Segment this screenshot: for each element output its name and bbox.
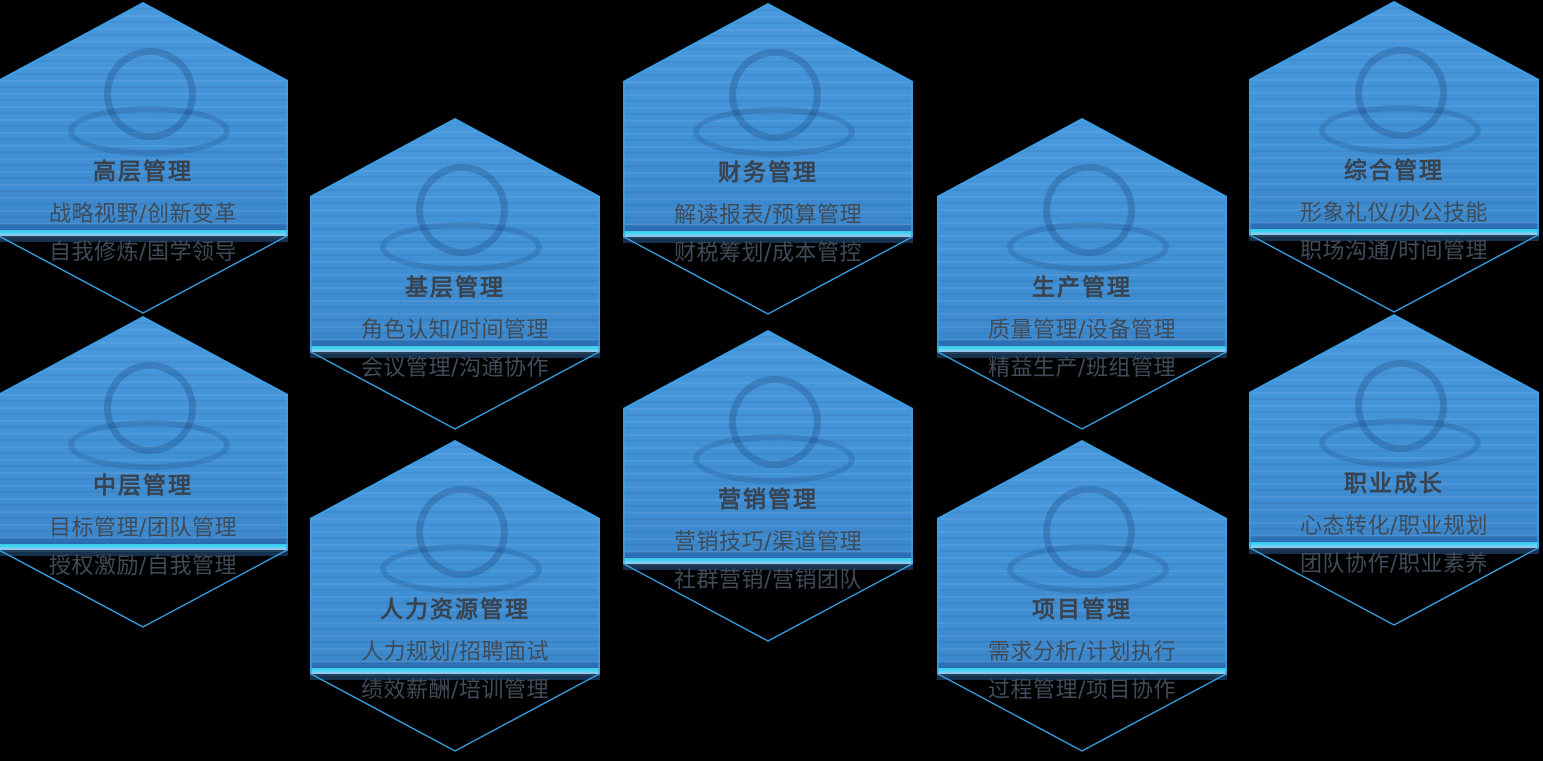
hexagon-subtitle-2: 团队协作/职业素养 xyxy=(1300,552,1488,577)
hexagon-subtitle-2: 过程管理/项目协作 xyxy=(988,678,1176,703)
hexagon-outline xyxy=(1249,1,1539,313)
hexagon-frontline-management[interactable]: 基层管理 角色认知/时间管理 会议管理/沟通协作 xyxy=(310,118,600,430)
hexagon-title: 财务管理 xyxy=(718,160,818,186)
hexagon-outline xyxy=(937,118,1227,430)
hexagon-outline xyxy=(623,3,913,315)
hexagon-subtitle-2: 财税筹划/成本管控 xyxy=(674,241,862,266)
hexagon-outline xyxy=(310,118,600,430)
watermark-icon-base xyxy=(1007,544,1169,594)
hexagon-title: 职业成长 xyxy=(1344,471,1444,497)
hexagon-subtitle-2: 会议管理/沟通协作 xyxy=(361,356,549,381)
hexagon-subtitle-2: 职场沟通/时间管理 xyxy=(1300,239,1488,264)
hexagon-career-growth[interactable]: 职业成长 心态转化/职业规划 团队协作/职业素养 xyxy=(1249,314,1539,626)
hexagon-subtitle-1: 角色认知/时间管理 xyxy=(361,318,549,343)
hexagon-general-management[interactable]: 综合管理 形象礼仪/办公技能 职场沟通/时间管理 xyxy=(1249,1,1539,313)
watermark-icon-base xyxy=(1319,418,1481,468)
hexagon-senior-management[interactable]: 高层管理 战略视野/创新变革 自我修炼/国学领导 xyxy=(0,2,288,314)
hexagon-middle-management[interactable]: 中层管理 目标管理/团队管理 授权激励/自我管理 xyxy=(0,316,288,628)
watermark-icon-base xyxy=(380,222,542,272)
hexagon-subtitle-2: 精益生产/班组管理 xyxy=(988,356,1176,381)
hexagon-subtitle-2: 自我修炼/国学领导 xyxy=(49,240,237,265)
watermark-icon-base xyxy=(693,434,855,484)
hexagon-title: 综合管理 xyxy=(1344,158,1444,184)
hexagon-project-management[interactable]: 项目管理 需求分析/计划执行 过程管理/项目协作 xyxy=(937,440,1227,752)
hexagon-title: 营销管理 xyxy=(718,487,818,513)
hexagon-subtitle-1: 解读报表/预算管理 xyxy=(674,203,862,228)
watermark-icon-base xyxy=(380,544,542,594)
watermark-icon-base xyxy=(68,106,230,156)
hexagon-title: 高层管理 xyxy=(93,159,193,185)
hexagon-subtitle-1: 人力规划/招聘面试 xyxy=(361,640,549,665)
hexagon-title: 人力资源管理 xyxy=(380,597,530,623)
watermark-icon-base xyxy=(1319,105,1481,155)
hexagon-outline xyxy=(623,330,913,642)
hexagon-production-management[interactable]: 生产管理 质量管理/设备管理 精益生产/班组管理 xyxy=(937,118,1227,430)
hexagon-title: 生产管理 xyxy=(1032,275,1132,301)
hexagon-subtitle-2: 授权激励/自我管理 xyxy=(49,554,237,579)
hexagon-subtitle-1: 心态转化/职业规划 xyxy=(1300,514,1488,539)
hexagon-subtitle-2: 绩效薪酬/培训管理 xyxy=(361,678,549,703)
hexagon-title: 中层管理 xyxy=(93,473,193,499)
hexagon-marketing-management[interactable]: 营销管理 营销技巧/渠道管理 社群营销/营销团队 xyxy=(623,330,913,642)
watermark-icon-base xyxy=(693,107,855,157)
hexagon-outline xyxy=(937,440,1227,752)
hexagon-outline xyxy=(0,316,288,628)
hexagon-subtitle-1: 战略视野/创新变革 xyxy=(49,202,237,227)
watermark-icon-base xyxy=(1007,222,1169,272)
hexagon-subtitle-1: 目标管理/团队管理 xyxy=(49,516,237,541)
hexagon-subtitle-2: 社群营销/营销团队 xyxy=(674,568,862,593)
hexagon-finance-management[interactable]: 财务管理 解读报表/预算管理 财税筹划/成本管控 xyxy=(623,3,913,315)
hexagon-subtitle-1: 质量管理/设备管理 xyxy=(988,318,1176,343)
hexagon-subtitle-1: 需求分析/计划执行 xyxy=(988,640,1176,665)
hexagon-subtitle-1: 形象礼仪/办公技能 xyxy=(1300,201,1488,226)
hexagon-outline xyxy=(310,440,600,752)
hexagon-outline xyxy=(0,2,288,314)
hexagon-hr-management[interactable]: 人力资源管理 人力规划/招聘面试 绩效薪酬/培训管理 xyxy=(310,440,600,752)
hexagon-outline xyxy=(1249,314,1539,626)
hexagon-subtitle-1: 营销技巧/渠道管理 xyxy=(674,530,862,555)
watermark-icon-base xyxy=(68,420,230,470)
hexagon-title: 项目管理 xyxy=(1032,597,1132,623)
hexagon-title: 基层管理 xyxy=(405,275,505,301)
